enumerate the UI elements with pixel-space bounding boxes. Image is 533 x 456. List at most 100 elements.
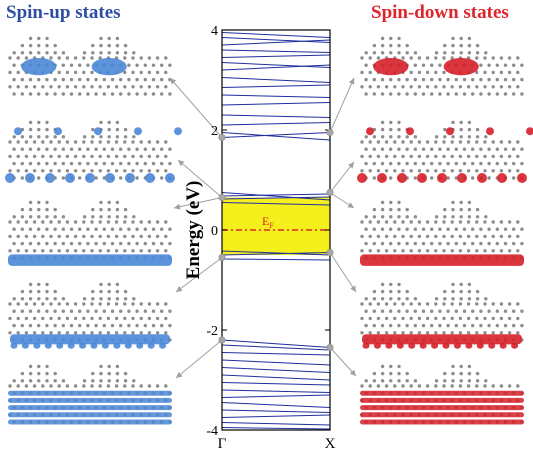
atom bbox=[425, 169, 430, 173]
atom bbox=[123, 135, 128, 139]
atom bbox=[119, 176, 123, 180]
atom bbox=[114, 316, 119, 321]
ribbon-panel-1 bbox=[8, 36, 172, 96]
atom bbox=[41, 154, 45, 159]
atom bbox=[376, 85, 381, 89]
atom bbox=[376, 169, 381, 173]
atom bbox=[364, 92, 368, 96]
atom bbox=[368, 154, 372, 159]
atom bbox=[78, 309, 82, 313]
atom bbox=[389, 43, 393, 48]
atom bbox=[61, 309, 65, 313]
atom bbox=[127, 227, 131, 231]
atom bbox=[147, 384, 152, 388]
atom bbox=[442, 316, 446, 321]
isosurface-lobe bbox=[94, 127, 102, 136]
atom bbox=[45, 215, 49, 219]
atom bbox=[434, 56, 438, 60]
atom bbox=[123, 140, 127, 144]
atom bbox=[475, 297, 480, 301]
atom bbox=[107, 135, 111, 139]
atom bbox=[520, 63, 524, 67]
atom bbox=[102, 161, 107, 166]
atom bbox=[364, 135, 368, 139]
atom bbox=[389, 135, 393, 139]
isosurface-lobe bbox=[476, 342, 484, 349]
atom bbox=[12, 227, 16, 231]
atom bbox=[37, 379, 41, 383]
atom bbox=[442, 220, 446, 224]
atom bbox=[8, 234, 12, 239]
atom bbox=[417, 331, 422, 335]
atom bbox=[123, 127, 128, 132]
atom bbox=[425, 154, 430, 159]
atom bbox=[462, 77, 467, 82]
atom bbox=[425, 331, 430, 335]
atom bbox=[389, 309, 393, 313]
atom bbox=[127, 323, 131, 328]
atom bbox=[155, 331, 160, 335]
atom bbox=[475, 331, 479, 335]
atom bbox=[37, 364, 41, 369]
atom bbox=[421, 92, 426, 96]
atom bbox=[37, 147, 41, 151]
atom bbox=[507, 331, 512, 335]
atom bbox=[389, 241, 393, 246]
atom bbox=[99, 364, 103, 369]
atom bbox=[49, 384, 53, 388]
atom bbox=[384, 169, 389, 173]
atom bbox=[28, 43, 33, 48]
atom bbox=[61, 77, 65, 82]
atom bbox=[123, 220, 127, 224]
atom bbox=[41, 169, 45, 173]
atom bbox=[110, 241, 115, 246]
isosurface-lobe bbox=[453, 342, 461, 349]
atom bbox=[57, 331, 61, 335]
atom bbox=[139, 140, 143, 144]
atom bbox=[417, 140, 422, 144]
atom bbox=[434, 135, 439, 139]
atom bbox=[94, 147, 98, 151]
isosurface-lobe bbox=[91, 58, 127, 76]
atom bbox=[28, 379, 33, 383]
atom bbox=[438, 147, 442, 151]
atom bbox=[479, 147, 483, 151]
atom bbox=[442, 234, 446, 239]
atom bbox=[491, 234, 495, 239]
atom bbox=[438, 227, 442, 231]
atom bbox=[409, 302, 413, 306]
atom bbox=[139, 56, 143, 60]
atom bbox=[73, 169, 78, 173]
atom bbox=[487, 63, 491, 67]
atom bbox=[32, 220, 37, 224]
atom bbox=[443, 207, 447, 212]
atom bbox=[507, 85, 512, 89]
atom bbox=[102, 92, 107, 96]
atom bbox=[82, 220, 86, 224]
atom bbox=[475, 249, 479, 253]
atom bbox=[417, 316, 422, 321]
atom bbox=[443, 215, 447, 219]
atom bbox=[90, 56, 94, 60]
atom bbox=[446, 323, 450, 328]
atom bbox=[479, 92, 483, 96]
atom bbox=[467, 207, 472, 212]
atom bbox=[20, 135, 25, 139]
atom bbox=[417, 154, 422, 159]
atom bbox=[45, 127, 49, 132]
atom bbox=[78, 147, 82, 151]
atom bbox=[28, 323, 33, 328]
atom bbox=[20, 309, 24, 313]
atom bbox=[37, 77, 41, 82]
atom bbox=[107, 120, 111, 125]
atom bbox=[155, 249, 160, 253]
atom bbox=[512, 92, 516, 96]
atom bbox=[512, 309, 516, 313]
atom bbox=[471, 323, 475, 328]
atom bbox=[401, 169, 405, 173]
atom bbox=[115, 379, 120, 383]
atom bbox=[483, 70, 487, 75]
atom bbox=[20, 43, 25, 48]
atom bbox=[409, 331, 413, 335]
atom bbox=[91, 127, 95, 132]
